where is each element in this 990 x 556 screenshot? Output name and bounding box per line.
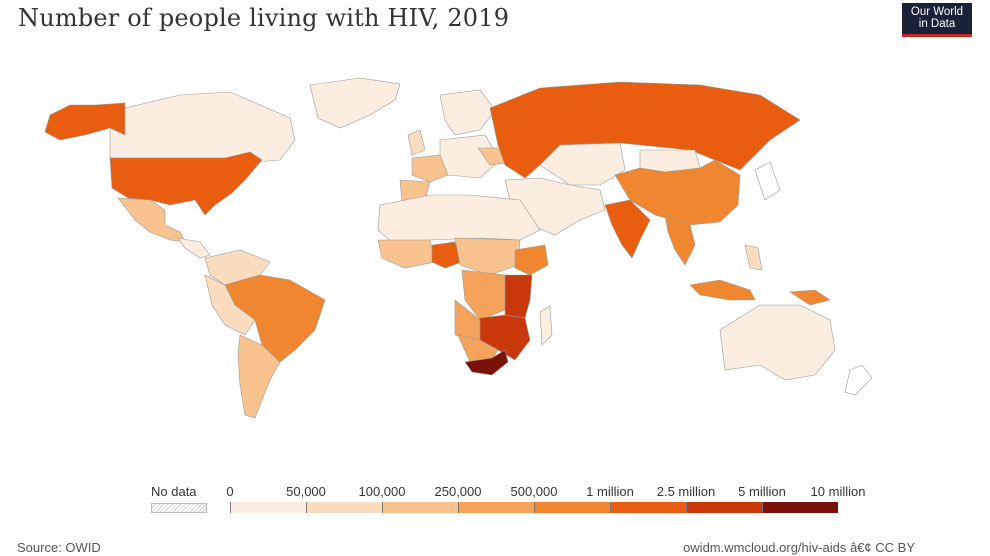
country-australia[interactable] <box>719 304 836 381</box>
country-png[interactable] <box>789 289 831 306</box>
source-note: Source: OWID <box>17 540 101 555</box>
legend-bin[interactable] <box>458 502 534 513</box>
legend-tick-label: 2.5 million <box>656 484 716 499</box>
country-argentina[interactable] <box>237 334 281 419</box>
legend-bin[interactable] <box>762 502 838 513</box>
legend-bin[interactable] <box>382 502 458 513</box>
country-usa[interactable] <box>109 151 263 216</box>
country-dr-congo[interactable] <box>461 269 506 321</box>
country-central-africa[interactable] <box>454 237 521 276</box>
legend-tick-label: 250,000 <box>434 484 482 499</box>
country-indonesia[interactable] <box>689 279 756 301</box>
country-mongolia[interactable] <box>639 149 701 173</box>
legend-tick-label: 0 <box>226 484 234 499</box>
country-mexico[interactable] <box>117 197 186 243</box>
legend-tick-label: 10 million <box>810 484 866 499</box>
logo-line-1: Our World <box>910 6 964 18</box>
chart-title: Number of people living with HIV, 2019 <box>18 4 510 32</box>
owid-logo[interactable]: Our World in Data <box>902 3 972 37</box>
country-west-africa[interactable] <box>377 239 436 269</box>
country-central-america[interactable] <box>177 237 211 259</box>
country-east-africa[interactable] <box>504 274 533 319</box>
country-north-africa[interactable] <box>377 194 541 246</box>
country-china[interactable] <box>614 159 741 226</box>
country-new-zealand[interactable] <box>844 364 873 396</box>
country-india[interactable] <box>604 199 651 259</box>
country-madagascar[interactable] <box>539 305 553 346</box>
legend-bin[interactable] <box>610 502 686 513</box>
legend-bin[interactable] <box>686 502 762 513</box>
legend-tick-label: 50,000 <box>286 484 326 499</box>
country-namibia-botswana[interactable] <box>457 334 499 363</box>
world-map <box>44 77 873 419</box>
legend-tick-label: 100,000 <box>358 484 406 499</box>
country-france[interactable] <box>411 154 449 183</box>
source-url[interactable]: owidm.wmcloud.org/hiv-aids â€¢ CC BY <box>683 540 915 555</box>
country-south-africa[interactable] <box>464 349 509 376</box>
legend-bin[interactable] <box>230 502 306 513</box>
legend: No data 0 50,000 100,000 250,000 500,000 1 mi… <box>0 482 990 522</box>
country-philippines[interactable] <box>744 244 763 271</box>
country-thailand-mainland-sea[interactable] <box>664 214 696 266</box>
country-northern-europe[interactable] <box>439 89 496 136</box>
legend-tick-label: 5 million <box>738 484 786 499</box>
country-ethiopia[interactable] <box>514 244 549 276</box>
country-japan[interactable] <box>754 161 781 201</box>
country-nigeria[interactable] <box>431 241 463 269</box>
country-canada[interactable] <box>109 91 296 163</box>
country-central-europe[interactable] <box>439 134 501 179</box>
legend-no-data-label: No data <box>151 484 197 499</box>
country-russia[interactable] <box>489 81 801 179</box>
legend-bin[interactable] <box>534 502 610 513</box>
legend-tick-label: 1 million <box>586 484 634 499</box>
country-uk[interactable] <box>407 129 426 156</box>
legend-no-data-swatch[interactable] <box>151 503 207 513</box>
logo-line-2: in Data <box>918 18 956 30</box>
country-peru-bolivia[interactable] <box>204 274 256 336</box>
legend-tick-label: 500,000 <box>510 484 558 499</box>
country-greenland[interactable] <box>309 77 401 129</box>
legend-bin[interactable] <box>306 502 382 513</box>
country-usa-alaska[interactable] <box>44 102 126 141</box>
